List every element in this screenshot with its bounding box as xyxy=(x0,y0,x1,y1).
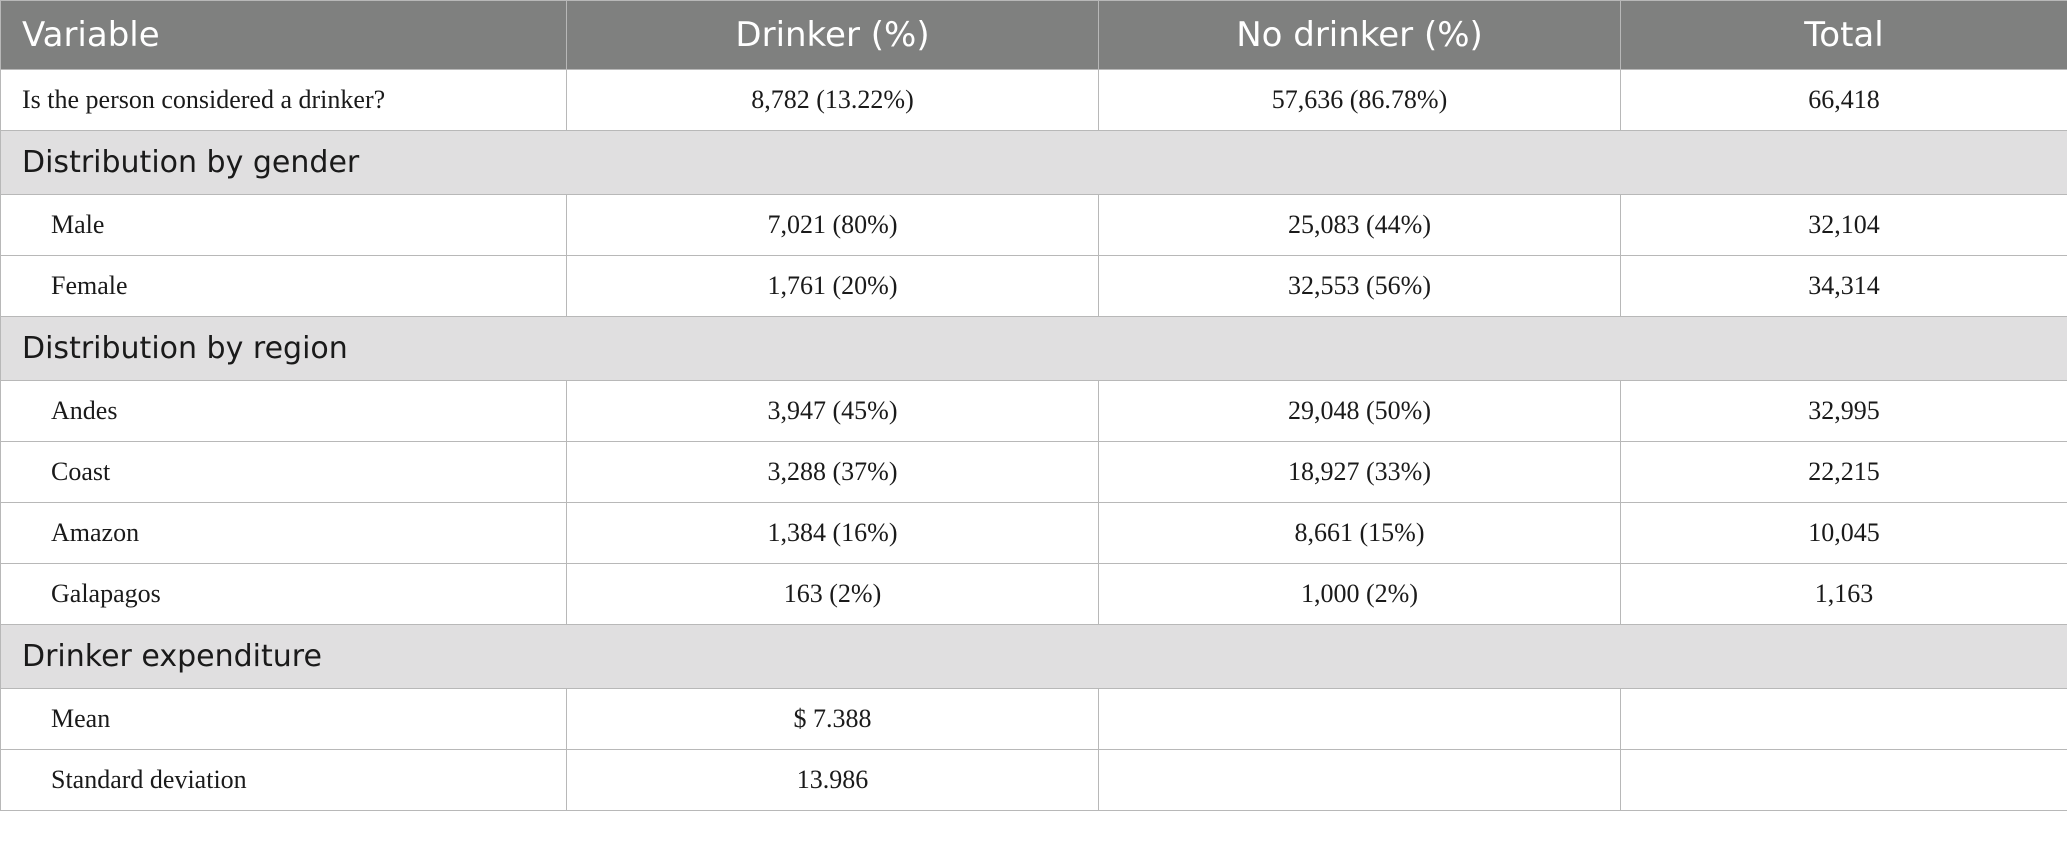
table-row: Coast 3,288 (37%) 18,927 (33%) 22,215 xyxy=(0,441,2067,503)
no-drinker-cell: 25,083 (44%) xyxy=(1098,194,1621,256)
table-row: Male 7,021 (80%) 25,083 (44%) 32,104 xyxy=(0,194,2067,256)
section-title: Drinker expenditure xyxy=(0,624,2067,689)
no-drinker-cell: 32,553 (56%) xyxy=(1098,255,1621,317)
row-label: Female xyxy=(0,255,567,317)
data-table: Variable Drinker (%) No drinker (%) Tota… xyxy=(0,0,2067,811)
no-drinker-cell xyxy=(1098,688,1621,750)
section-title: Distribution by gender xyxy=(0,130,2067,195)
row-label: Is the person considered a drinker? xyxy=(0,69,567,131)
total-cell: 34,314 xyxy=(1620,255,2067,317)
no-drinker-cell xyxy=(1098,749,1621,811)
row-label: Mean xyxy=(0,688,567,750)
drinker-cell: 3,947 (45%) xyxy=(566,380,1099,442)
table-row: Is the person considered a drinker? 8,78… xyxy=(0,69,2067,131)
table-row: Mean $ 7.388 xyxy=(0,688,2067,750)
table-row: Female 1,761 (20%) 32,553 (56%) 34,314 xyxy=(0,255,2067,317)
total-cell: 32,104 xyxy=(1620,194,2067,256)
total-cell xyxy=(1620,749,2067,811)
row-label: Coast xyxy=(0,441,567,503)
header-total: Total xyxy=(1620,0,2067,70)
total-cell: 22,215 xyxy=(1620,441,2067,503)
row-label: Amazon xyxy=(0,502,567,564)
drinker-cell: 13.986 xyxy=(566,749,1099,811)
header-variable: Variable xyxy=(0,0,567,70)
table-row: Galapagos 163 (2%) 1,000 (2%) 1,163 xyxy=(0,563,2067,625)
total-cell: 10,045 xyxy=(1620,502,2067,564)
no-drinker-cell: 8,661 (15%) xyxy=(1098,502,1621,564)
header-row: Variable Drinker (%) No drinker (%) Tota… xyxy=(0,0,2067,70)
row-label: Galapagos xyxy=(0,563,567,625)
drinker-cell: $ 7.388 xyxy=(566,688,1099,750)
drinker-cell: 163 (2%) xyxy=(566,563,1099,625)
drinker-cell: 8,782 (13.22%) xyxy=(566,69,1099,131)
drinker-cell: 3,288 (37%) xyxy=(566,441,1099,503)
no-drinker-cell: 29,048 (50%) xyxy=(1098,380,1621,442)
no-drinker-cell: 1,000 (2%) xyxy=(1098,563,1621,625)
drinker-cell: 1,384 (16%) xyxy=(566,502,1099,564)
section-row-gender: Distribution by gender xyxy=(0,130,2067,195)
section-row-region: Distribution by region xyxy=(0,316,2067,381)
total-cell: 1,163 xyxy=(1620,563,2067,625)
header-drinker: Drinker (%) xyxy=(566,0,1099,70)
drinker-cell: 1,761 (20%) xyxy=(566,255,1099,317)
no-drinker-cell: 18,927 (33%) xyxy=(1098,441,1621,503)
row-label: Standard deviation xyxy=(0,749,567,811)
row-label: Andes xyxy=(0,380,567,442)
drinker-cell: 7,021 (80%) xyxy=(566,194,1099,256)
total-cell: 32,995 xyxy=(1620,380,2067,442)
total-cell: 66,418 xyxy=(1620,69,2067,131)
table-row: Amazon 1,384 (16%) 8,661 (15%) 10,045 xyxy=(0,502,2067,564)
total-cell xyxy=(1620,688,2067,750)
no-drinker-cell: 57,636 (86.78%) xyxy=(1098,69,1621,131)
table-row: Standard deviation 13.986 xyxy=(0,749,2067,811)
section-row-expenditure: Drinker expenditure xyxy=(0,624,2067,689)
header-no-drinker: No drinker (%) xyxy=(1098,0,1621,70)
row-label: Male xyxy=(0,194,567,256)
table-row: Andes 3,947 (45%) 29,048 (50%) 32,995 xyxy=(0,380,2067,442)
section-title: Distribution by region xyxy=(0,316,2067,381)
